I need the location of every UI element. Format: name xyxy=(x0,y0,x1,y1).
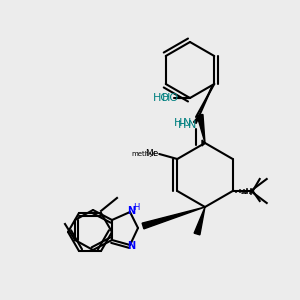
Text: H: H xyxy=(133,202,139,211)
Text: H: H xyxy=(174,118,182,128)
Polygon shape xyxy=(197,115,205,143)
Polygon shape xyxy=(194,207,205,235)
Text: Me: Me xyxy=(145,148,158,158)
Text: ...: ... xyxy=(239,184,252,197)
Text: H: H xyxy=(178,120,186,130)
Text: methyl: methyl xyxy=(131,151,155,157)
Text: HO: HO xyxy=(153,93,170,103)
Polygon shape xyxy=(142,207,205,229)
Text: N: N xyxy=(127,241,135,251)
Text: -N: -N xyxy=(185,120,197,130)
Polygon shape xyxy=(202,140,205,146)
Text: -N: -N xyxy=(180,118,192,128)
Text: HO: HO xyxy=(161,93,178,103)
Text: N: N xyxy=(127,206,135,216)
